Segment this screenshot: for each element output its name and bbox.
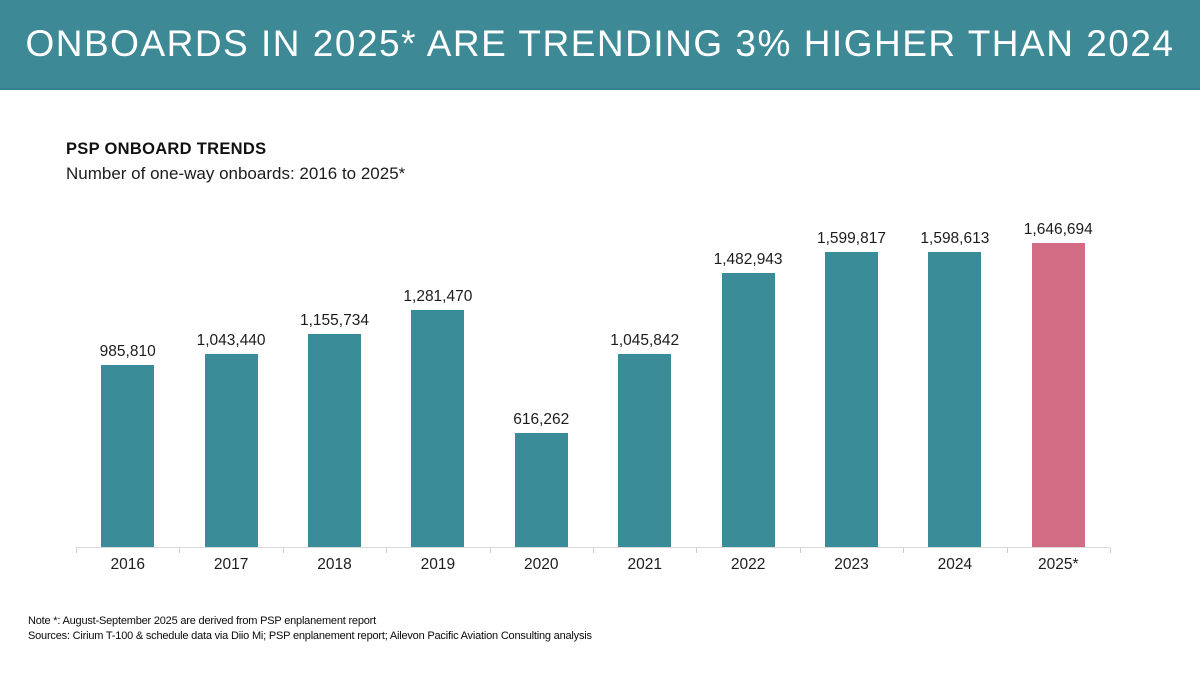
x-axis-tick [490,548,491,553]
x-axis-label-2017: 2017 [213,556,249,573]
x-axis-tick [1110,548,1111,553]
x-axis-tick [76,548,77,553]
bar-2023 [825,251,878,547]
footnote-sources: Sources: Cirium T-100 & schedule data vi… [28,630,592,642]
slide-title: ONBOARDS IN 2025* ARE TRENDING 3% HIGHER… [25,23,1175,64]
x-axis-label-2022: 2022 [730,556,766,573]
bar-chart: 985,810 2016 1,043,440 2017 1,155,734 2018 1,2… [76,200,1111,573]
x-axis-tick [593,548,594,553]
bar-2020 [514,433,568,547]
x-axis-tick [1007,548,1008,553]
x-axis-label-2020: 2020 [524,556,559,573]
footnotes: Note *: August-September 2025 are derive… [28,614,592,644]
chart-heading: PSP ONBOARD TRENDS Number of one-way onb… [66,140,405,184]
value-label-2021: 1,045,842 [610,331,680,349]
footnote-note: Note *: August-September 2025 are derive… [28,615,376,627]
x-axis-label-2018: 2018 [317,556,352,573]
value-label-2020: 616,262 [513,411,570,429]
value-label-2025: 1,646,694 [1023,221,1093,238]
chart-subtitle: Number of one-way onboards: 2016 to 2025… [66,164,406,183]
bar-2021 [618,353,672,547]
bar-2024 [928,251,982,547]
value-label-2022: 1,482,943 [713,251,783,269]
chart-title: PSP ONBOARD TRENDS [66,140,267,158]
x-axis-tick [283,548,284,553]
bar-2025 [1031,243,1085,547]
x-axis-tick [903,548,904,553]
x-axis-tick [386,548,387,553]
value-label-2018: 1,155,734 [300,311,369,329]
value-label-2016: 985,810 [99,343,156,361]
x-axis-label-2023: 2023 [834,556,869,573]
x-axis-label-2024: 2024 [937,556,973,573]
value-label-2023: 1,599,817 [817,229,886,247]
x-axis-tick [696,548,697,553]
x-axis-line [76,547,1110,548]
x-axis-tick [800,548,801,553]
x-axis-label-2021: 2021 [627,556,662,573]
value-label-2024: 1,598,613 [920,229,990,247]
bar-2018 [308,333,361,547]
value-label-2017: 1,043,440 [196,332,266,350]
header-banner: ONBOARDS IN 2025* ARE TRENDING 3% HIGHER… [0,0,1200,90]
value-label-2019: 1,281,470 [403,288,473,306]
bar-2022 [721,273,775,547]
bar-2016 [101,365,155,547]
bar-2017 [204,354,258,547]
x-axis-tick [179,548,180,553]
x-axis-label-2016: 2016 [110,556,145,573]
x-axis-label-2019: 2019 [420,556,456,573]
x-axis-label-2025: 2025* [1038,556,1079,573]
bar-2019 [411,310,465,547]
